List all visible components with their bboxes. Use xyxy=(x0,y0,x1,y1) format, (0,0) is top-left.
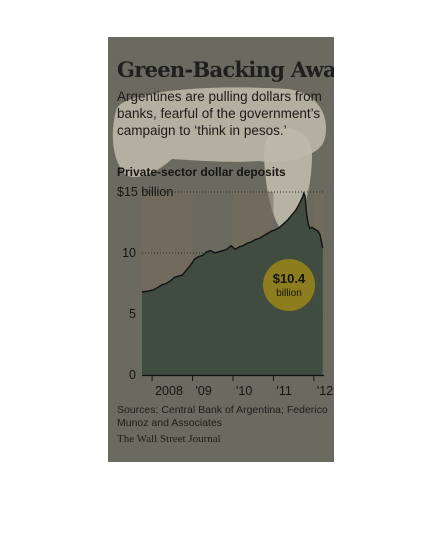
y-tick-label: 5 xyxy=(129,307,136,321)
y-tick-label: $15 billion xyxy=(117,185,173,199)
x-tick-label: '10 xyxy=(236,384,252,398)
deposits-line xyxy=(141,191,324,293)
y-tick-label: 10 xyxy=(122,246,136,260)
x-tick-label: '12 xyxy=(317,384,333,398)
graphic-card: Green-Backing Away Argentines are pullin… xyxy=(108,37,334,462)
callout-unit: billion xyxy=(276,288,302,299)
y-axis-ticks: 0 5 10 $15 billion xyxy=(117,185,173,382)
x-tick-label: '11 xyxy=(276,384,291,398)
source-note: Sources: Central Bank of Argentina; Fede… xyxy=(117,404,328,429)
callout-value: $10.4 xyxy=(273,271,306,286)
credit-line: The Wall Street Journal xyxy=(117,433,221,445)
x-tick-label: '09 xyxy=(196,384,212,398)
x-axis-ticks: 2008 '09 '10 '11 '12 xyxy=(151,375,333,398)
value-callout: $10.4 billion xyxy=(263,259,315,311)
chart-title: Private-sector dollar deposits xyxy=(117,165,286,179)
deposits-chart: 0 5 10 $15 billion 2008 '09 '10 '11 '12 $10.4 b… xyxy=(117,185,333,398)
callout-circle xyxy=(263,259,315,311)
deposits-area xyxy=(142,193,323,375)
headline: Green-Backing Away xyxy=(117,57,334,82)
subheadline: Argentines are pulling dollars from bank… xyxy=(117,89,322,138)
x-tick-label: 2008 xyxy=(155,384,183,398)
y-tick-label: 0 xyxy=(129,368,136,382)
